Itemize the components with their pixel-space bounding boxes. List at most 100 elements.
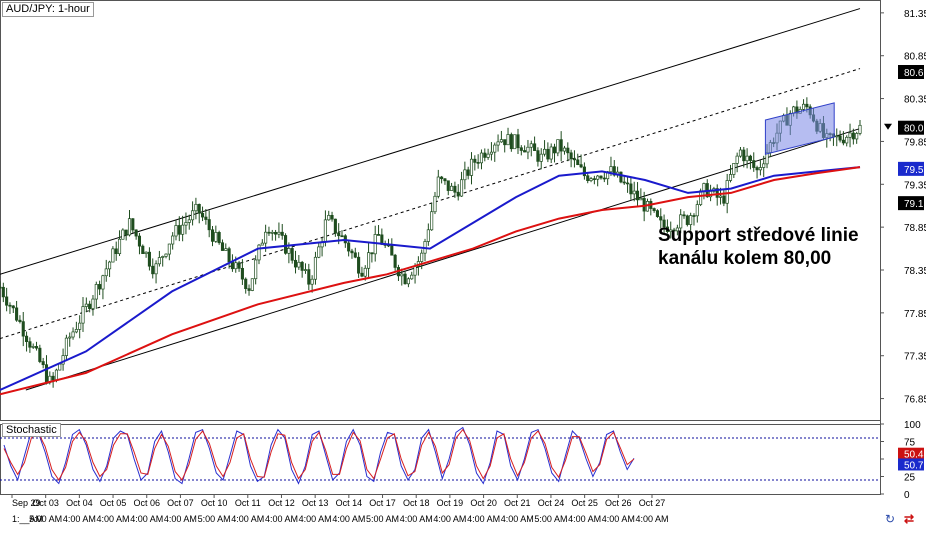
candle-body	[78, 323, 80, 329]
candle-body	[620, 172, 622, 182]
candle-body	[185, 222, 187, 225]
candle-body	[603, 178, 605, 179]
x-date-label: Oct 18	[403, 498, 430, 508]
candle-body	[404, 274, 406, 284]
x-time-label: 4:00 AM	[467, 514, 500, 524]
current-price-arrow	[884, 124, 892, 130]
candle-body	[145, 252, 147, 253]
stoch-tick-label: 0	[904, 490, 910, 501]
candle-body	[537, 151, 539, 162]
candle-body	[0, 287, 1, 288]
candle-body	[245, 279, 247, 289]
candle-body	[464, 170, 466, 180]
candle-body	[125, 230, 127, 235]
candle-body	[331, 215, 333, 219]
candle-body	[118, 239, 120, 253]
drag-arrows-icon[interactable]: ⇄	[904, 512, 914, 526]
candle-body	[142, 246, 144, 254]
candle-body	[148, 252, 150, 266]
candle-body	[434, 196, 436, 211]
candle-body	[112, 249, 114, 262]
candle-body	[347, 243, 349, 251]
candle-body	[743, 150, 745, 161]
candle-body	[248, 289, 250, 291]
candle-body	[268, 232, 270, 233]
candle-body	[29, 342, 31, 348]
candle-body	[411, 275, 413, 279]
candle-body	[683, 215, 685, 216]
candle-body	[138, 236, 140, 246]
x-date-label: Oct 25	[571, 498, 598, 508]
candle-body	[251, 279, 253, 291]
candle-body	[278, 232, 280, 234]
candle-body	[457, 192, 459, 196]
candle-body	[377, 234, 379, 235]
candle-body	[477, 162, 479, 163]
candle-body	[756, 168, 758, 170]
candle-body	[653, 209, 655, 211]
candle-body	[55, 370, 57, 380]
candle-body	[69, 337, 71, 338]
x-time-label: 4:00 AM	[635, 514, 668, 524]
reset-zoom-icon[interactable]: ↻	[885, 512, 895, 526]
main-plot-frame	[1, 1, 881, 421]
x-time-label: 4:00 AM	[501, 514, 534, 524]
candle-body	[364, 268, 366, 276]
x-date-label: Oct 26	[605, 498, 632, 508]
candle-body	[560, 140, 562, 151]
candle-body	[188, 220, 190, 223]
candle-body	[527, 147, 529, 152]
candle-body	[311, 279, 313, 284]
candle-body	[337, 233, 339, 236]
stoch-tick-label: 75	[904, 438, 916, 449]
candle-body	[135, 230, 137, 236]
candle-body	[490, 152, 492, 154]
candle-body	[318, 247, 320, 257]
candle-body	[314, 257, 316, 279]
candle-body	[640, 198, 642, 199]
x-time-label: 4:00 AM	[164, 514, 197, 524]
candle-body	[391, 246, 393, 256]
candle-body	[115, 249, 117, 254]
candle-body	[211, 230, 213, 242]
candle-body	[733, 163, 735, 174]
candle-body	[444, 179, 446, 181]
candle-body	[557, 140, 559, 153]
candle-body	[341, 236, 343, 237]
candle-body	[271, 232, 273, 233]
candle-body	[88, 304, 90, 309]
candle-body	[580, 165, 582, 167]
annotation-text: Support středové linie kanálu kolem 80,00	[658, 224, 859, 270]
candle-body	[231, 262, 233, 269]
candle-body	[696, 205, 698, 216]
x-time-label: 4:00 AM	[231, 514, 264, 524]
candle-body	[703, 183, 705, 190]
candle-body	[759, 167, 761, 169]
candle-body	[852, 133, 854, 139]
candle-body	[19, 320, 21, 321]
candle-body	[105, 269, 107, 276]
candle-body	[849, 133, 851, 137]
candle-body	[95, 284, 97, 299]
candle-body	[288, 248, 290, 253]
candle-body	[308, 270, 310, 285]
candle-body	[447, 181, 449, 191]
candle-body	[543, 149, 545, 154]
candle-body	[540, 154, 542, 161]
candle-body	[437, 177, 439, 196]
x-time-label: 4:00 AM	[433, 514, 466, 524]
x-time-label: 4:00 AM	[332, 514, 365, 524]
candle-body	[470, 159, 472, 175]
candle-body	[108, 262, 110, 269]
candle-body	[590, 179, 592, 181]
candle-body	[550, 147, 552, 159]
x-date-label: Oct 10	[201, 498, 228, 508]
candle-body	[208, 220, 210, 230]
x-time-label: 4:00 AM	[602, 514, 635, 524]
candle-body	[367, 253, 369, 269]
x-date-label: Oct 19	[437, 498, 464, 508]
candle-body	[98, 284, 100, 289]
y-tick-label: 76.85	[904, 395, 926, 406]
candle-body	[480, 153, 482, 163]
candle-body	[440, 177, 442, 179]
